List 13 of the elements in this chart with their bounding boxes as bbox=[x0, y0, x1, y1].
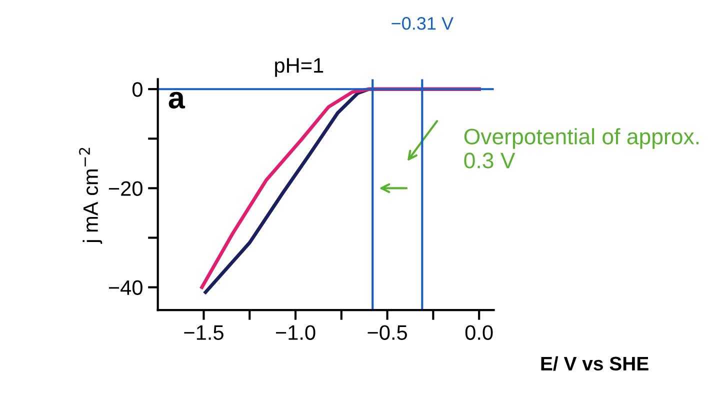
annotation: a bbox=[168, 92, 186, 109]
annotation: Overpotential of approx. 0.3 V bbox=[464, 128, 699, 168]
y-tick-label: 0 bbox=[132, 82, 142, 97]
x-tick-label: −1.0 bbox=[276, 325, 316, 340]
y-tick-label: −40 bbox=[108, 280, 142, 296]
x-tick-label: 0.0 bbox=[465, 325, 493, 340]
ref-line-label: −0.31 V bbox=[392, 17, 454, 30]
x-tick-label: −0.5 bbox=[368, 325, 407, 340]
y-axis-title: j mA cm$^{−2}$ bbox=[79, 148, 102, 244]
x-tick-label: −1.5 bbox=[184, 325, 224, 340]
y-tick-label: −20 bbox=[108, 181, 142, 196]
x-axis-title: E/ V vs SHE bbox=[541, 356, 648, 371]
text: pH=1 bbox=[275, 58, 324, 77]
